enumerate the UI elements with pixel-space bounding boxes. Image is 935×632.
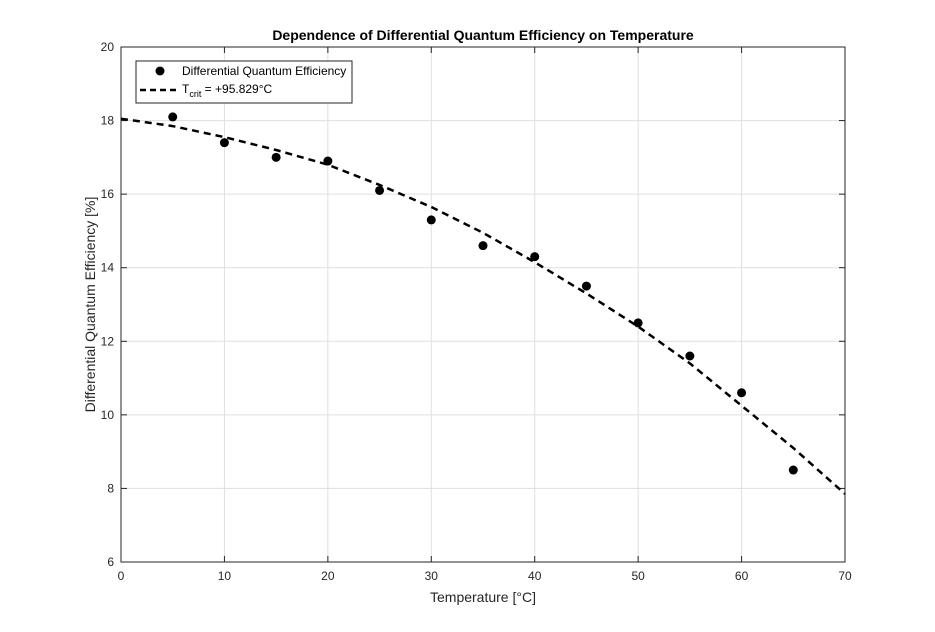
y-tick-label: 14 (101, 261, 115, 275)
y-tick-label: 8 (107, 481, 114, 495)
data-point (219, 138, 229, 148)
plot-area (121, 47, 845, 562)
data-point (168, 112, 178, 122)
legend-label-fit: Tcrit = +95.829°C (182, 82, 273, 99)
y-tick-label: 18 (101, 114, 115, 128)
legend: Differential Quantum Efficiency Tcrit = … (135, 60, 353, 104)
legend-box (135, 60, 353, 104)
legend-fit-value: = +95.829°C (201, 82, 272, 96)
data-point (426, 215, 436, 225)
x-tick-label: 0 (118, 569, 125, 583)
x-tick-label: 50 (631, 569, 645, 583)
fit-curve-line (120, 117, 846, 495)
y-tick-label: 6 (107, 555, 114, 569)
x-tick-label: 60 (735, 569, 749, 583)
series-group (120, 112, 846, 495)
data-point (685, 351, 695, 361)
y-tick-label: 16 (101, 187, 115, 201)
x-tick-label: 30 (425, 569, 439, 583)
y-tick-label: 12 (101, 334, 115, 348)
legend-marker-icon (155, 66, 165, 76)
legend-fit-subscript: crit (189, 89, 201, 99)
data-point (375, 185, 385, 195)
axis-ticks: 0 10 20 30 40 50 60 70 6 8 10 12 14 16 18 20 (101, 40, 852, 583)
x-axis-label: Temperature [°C] (430, 589, 536, 605)
plot-frame (120, 46, 846, 563)
data-point (323, 156, 333, 166)
data-point (530, 252, 540, 262)
data-point (581, 281, 591, 291)
legend-label-points: Differential Quantum Efficiency (182, 64, 346, 78)
data-point (737, 388, 747, 398)
data-point (788, 465, 798, 475)
x-tick-label: 10 (218, 569, 232, 583)
data-point (478, 241, 488, 251)
x-tick-label: 70 (838, 569, 852, 583)
data-point (271, 152, 281, 162)
x-tick-label: 20 (321, 569, 335, 583)
x-tick-label: 40 (528, 569, 542, 583)
legend-fit-name: T (182, 82, 190, 96)
y-axis-label: Differential Quantum Efficiency [%] (82, 197, 98, 413)
chart-title: Dependence of Differential Quantum Effic… (272, 27, 694, 43)
data-point (633, 318, 643, 328)
y-tick-label: 20 (101, 40, 115, 54)
y-tick-label: 10 (101, 408, 115, 422)
